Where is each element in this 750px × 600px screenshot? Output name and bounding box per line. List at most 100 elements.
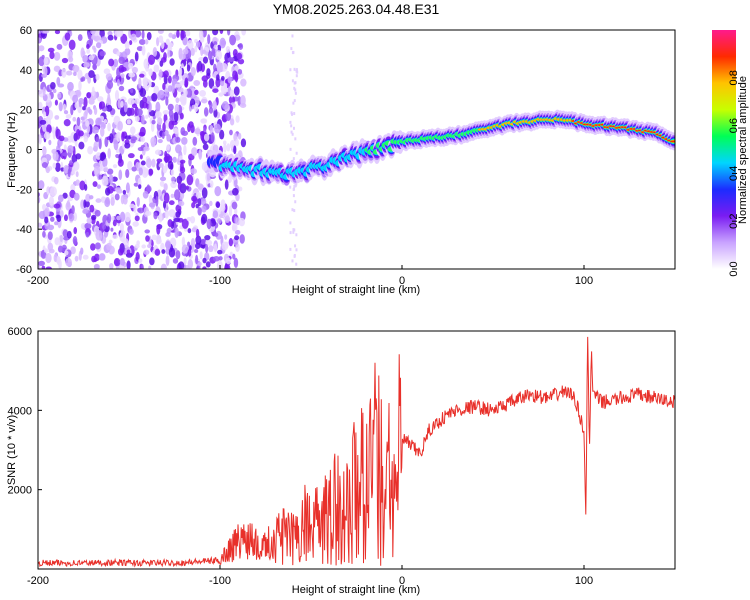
noise-speckle [184,77,189,88]
noise-speckle [163,192,170,204]
noise-speckle [141,114,145,125]
noise-speckle [221,63,228,72]
noise-speckle [38,222,43,228]
noise-speckle [124,211,131,223]
noise-speckle [201,205,207,213]
snr-series-line [38,336,675,568]
noise-speckle [42,30,50,34]
noise-speckle [161,56,167,63]
noise-speckle [112,219,117,227]
noise-speckle [114,30,120,38]
noise-speckle [209,200,213,207]
noise-speckle [108,58,115,67]
noise-speckle [55,128,61,140]
noise-speckle [68,56,74,63]
noise-speckle [157,89,165,99]
noise-speckle [86,92,92,99]
noise-speckle [95,73,100,81]
noise-speckle [202,257,207,264]
noise-speckle [53,253,58,263]
noise-speckle [233,257,239,269]
noise-speckle [94,209,101,217]
noise-speckle [95,42,102,49]
noise-speckle [54,30,61,35]
snr-x-label: Height of straight line (km) [292,584,420,596]
noise-speckle [163,155,170,162]
noise-speckle [217,218,222,224]
noise-speckle [168,32,173,38]
noise-speckle [133,205,137,213]
noise-speckle [122,196,128,205]
noise-speckle [144,229,150,234]
snr-y-tick-label: 2000 [8,485,32,497]
noise-speckle [208,245,214,253]
noise-speckle [126,249,131,255]
noise-speckle [232,253,236,260]
noise-speckle [61,68,67,78]
noise-speckle [125,182,130,194]
noise-speckle [134,98,140,105]
noise-speckle [179,166,186,174]
noise-speckle [56,43,63,50]
noise-speckle [170,193,175,199]
noise-speckle [185,30,191,37]
noise-speckle [134,115,140,122]
noise-speckle [119,258,125,267]
noise-streak [289,231,292,235]
noise-speckle [91,214,97,221]
noise-speckle [82,208,89,215]
noise-speckle [237,95,242,106]
noise-speckle [95,198,102,203]
noise-speckle [180,30,185,41]
noise-speckle [157,117,163,126]
noise-speckle [148,265,152,269]
noise-speckle [222,140,227,145]
noise-speckle [238,217,245,227]
noise-speckle [103,68,111,75]
noise-speckle [219,80,225,87]
noise-speckle [76,116,81,127]
spectrogram-marks [38,30,675,269]
noise-speckle [85,120,90,127]
noise-speckle [141,45,146,56]
noise-speckle [145,185,152,193]
noise-speckle [181,136,188,145]
noise-speckle [92,126,99,134]
noise-speckle [183,144,187,156]
noise-speckle [225,112,232,122]
noise-speckle [62,152,69,157]
noise-speckle [175,211,181,218]
noise-speckle [101,175,109,187]
noise-speckle [137,147,145,152]
noise-speckle [85,193,91,202]
noise-speckle [82,54,89,63]
noise-speckle [120,73,125,78]
noise-speckle [170,181,177,189]
spectrogram-x-tick-label: -100 [209,275,231,287]
noise-speckle [70,104,74,116]
noise-speckle [38,45,45,52]
noise-speckle [130,136,138,141]
noise-speckle [41,203,47,211]
noise-speckle [182,48,189,55]
colorbar-gradient [712,30,736,269]
noise-speckle [142,77,149,87]
noise-speckle [201,187,208,199]
snr-x-tick-label: 100 [575,575,593,587]
noise-speckle [190,168,198,175]
noise-speckle [106,104,113,112]
noise-speckle [194,45,198,53]
noise-speckle [187,241,191,247]
noise-speckle [181,244,189,254]
noise-speckle [75,153,82,160]
noise-speckle [234,138,239,147]
noise-speckle [193,80,201,87]
noise-speckle [57,93,62,99]
noise-speckle [234,208,238,215]
noise-speckle [211,47,216,57]
noise-speckle [72,116,77,122]
noise-speckle [169,58,175,66]
noise-speckle [116,131,121,142]
noise-speckle [87,146,94,155]
noise-speckle [116,215,121,221]
